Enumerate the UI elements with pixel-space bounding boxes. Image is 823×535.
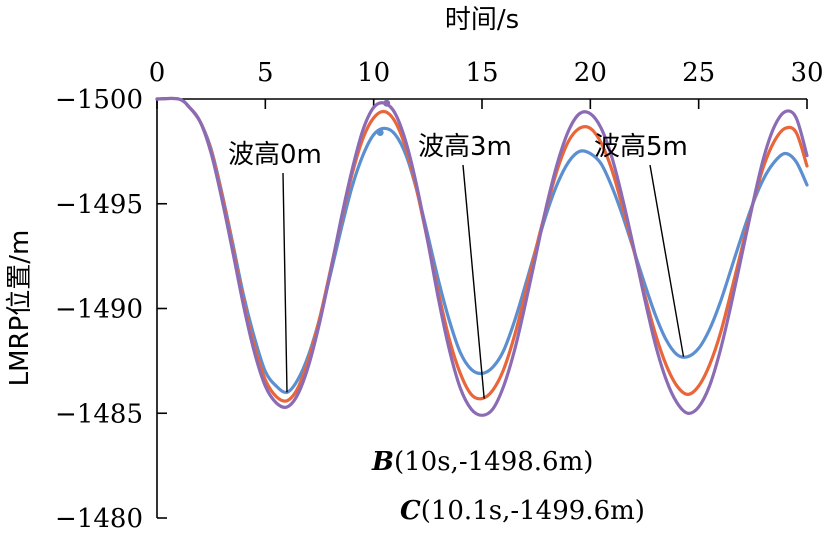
x-tick-label: 0	[149, 58, 166, 88]
annotation-leader-line	[282, 172, 288, 393]
marked-point-coords: (10s,-1498.6m)	[394, 447, 593, 477]
series-annotation-label: 波高3m	[418, 132, 512, 162]
series-line-2	[155, 96, 809, 417]
marked-point-label: B(10s,-1498.6m)	[371, 447, 593, 477]
series-line-1	[155, 96, 809, 403]
x-tick-label: 15	[465, 58, 498, 88]
marked-point-b	[376, 129, 384, 137]
y-axis-title: LMRP位置/m	[5, 230, 35, 387]
axes: 0 5 10 15 20 25 30 −1480 −1485 −1490 −1495 −1500	[55, 58, 823, 534]
x-tick-label: 30	[790, 58, 823, 88]
x-tick-label: 5	[257, 58, 274, 88]
y-tick-label: −1480	[55, 504, 143, 534]
series-layer	[155, 96, 809, 417]
marked-point-coords: (10.1s,-1499.6m)	[421, 496, 645, 526]
x-axis-title: 时间/s	[445, 5, 519, 35]
annotation-leader-line	[462, 164, 485, 399]
y-ticks: −1480 −1485 −1490 −1495 −1500	[55, 85, 167, 534]
marked-point-letter: C	[400, 496, 421, 526]
series-annotation-label: 波高0m	[228, 140, 322, 170]
y-tick-label: −1500	[55, 85, 143, 115]
x-ticks: 0 5 10 15 20 25 30	[149, 58, 823, 109]
x-tick-label: 10	[357, 58, 390, 88]
series-line-0	[155, 96, 809, 395]
x-tick-label: 25	[682, 58, 715, 88]
y-tick-label: −1490	[55, 295, 143, 325]
y-tick-label: −1495	[55, 190, 143, 220]
x-tick-label: 20	[574, 58, 607, 88]
series-annotation-label: 波高5m	[594, 132, 688, 162]
marked-point-c	[383, 99, 391, 107]
annotations: 波高0m 波高3m 波高5m B(10s,-1498.6m) C(10.1s,-1499…	[228, 99, 688, 526]
annotation-leader-line	[649, 164, 685, 357]
y-tick-label: −1485	[55, 399, 143, 429]
marked-point-label: C(10.1s,-1499.6m)	[400, 496, 645, 526]
marked-point-letter: B	[371, 447, 394, 477]
